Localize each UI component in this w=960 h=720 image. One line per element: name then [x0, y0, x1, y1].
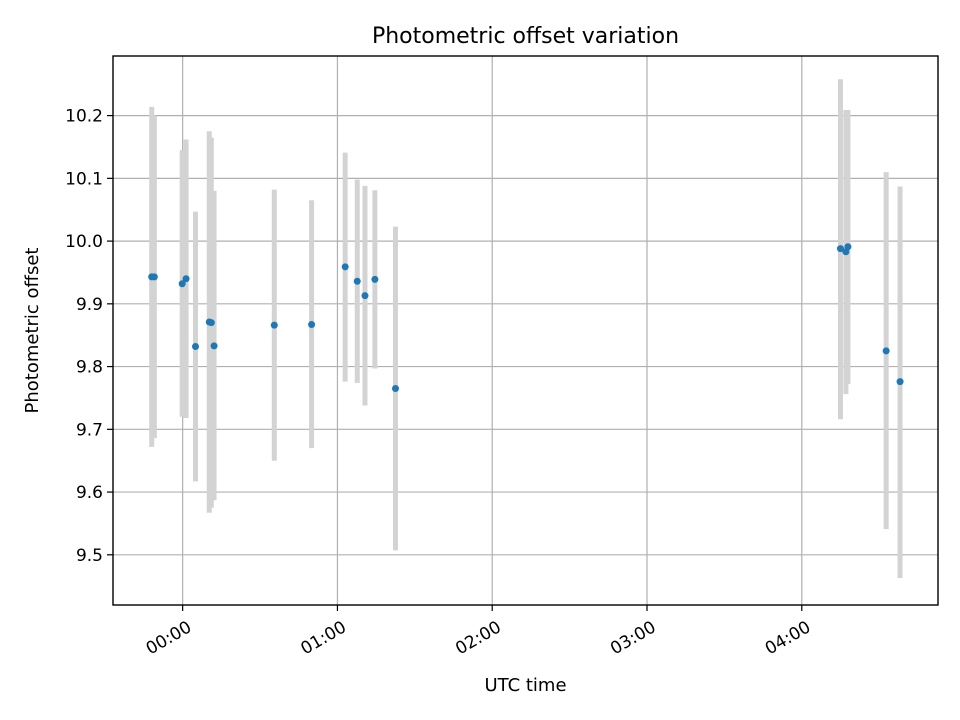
data-point	[896, 378, 904, 386]
data-point	[844, 243, 852, 251]
data-point	[391, 385, 399, 393]
data-point	[308, 321, 316, 329]
y-axis-label: Photometric offset	[22, 248, 43, 414]
y-tick-label: 9.8	[76, 358, 103, 378]
data-point	[150, 273, 158, 281]
grid-layer	[113, 56, 938, 605]
point-layer	[148, 243, 904, 393]
x-axis-label: UTC time	[484, 675, 566, 696]
data-point	[836, 245, 844, 253]
data-point	[178, 280, 186, 288]
y-tick-label: 9.5	[76, 546, 103, 566]
chart-title: Photometric offset variation	[372, 24, 679, 49]
data-point	[192, 342, 199, 350]
plot-frame	[112, 55, 939, 606]
y-tick-label: 10.0	[65, 232, 103, 252]
data-point	[353, 277, 361, 285]
y-tick-label: 9.9	[76, 295, 103, 315]
data-point	[210, 342, 218, 350]
data-point	[207, 319, 215, 327]
data-point	[270, 321, 278, 329]
y-tick-label: 10.1	[65, 169, 103, 189]
y-tick-label: 10.2	[65, 107, 103, 127]
data-point	[182, 275, 190, 283]
data-point	[361, 292, 369, 300]
y-tick-label: 9.6	[76, 483, 103, 503]
data-point	[341, 263, 349, 271]
data-point	[371, 275, 379, 283]
plot-area-background	[113, 56, 938, 605]
y-tick-label: 9.7	[76, 420, 103, 440]
data-point	[882, 347, 890, 355]
